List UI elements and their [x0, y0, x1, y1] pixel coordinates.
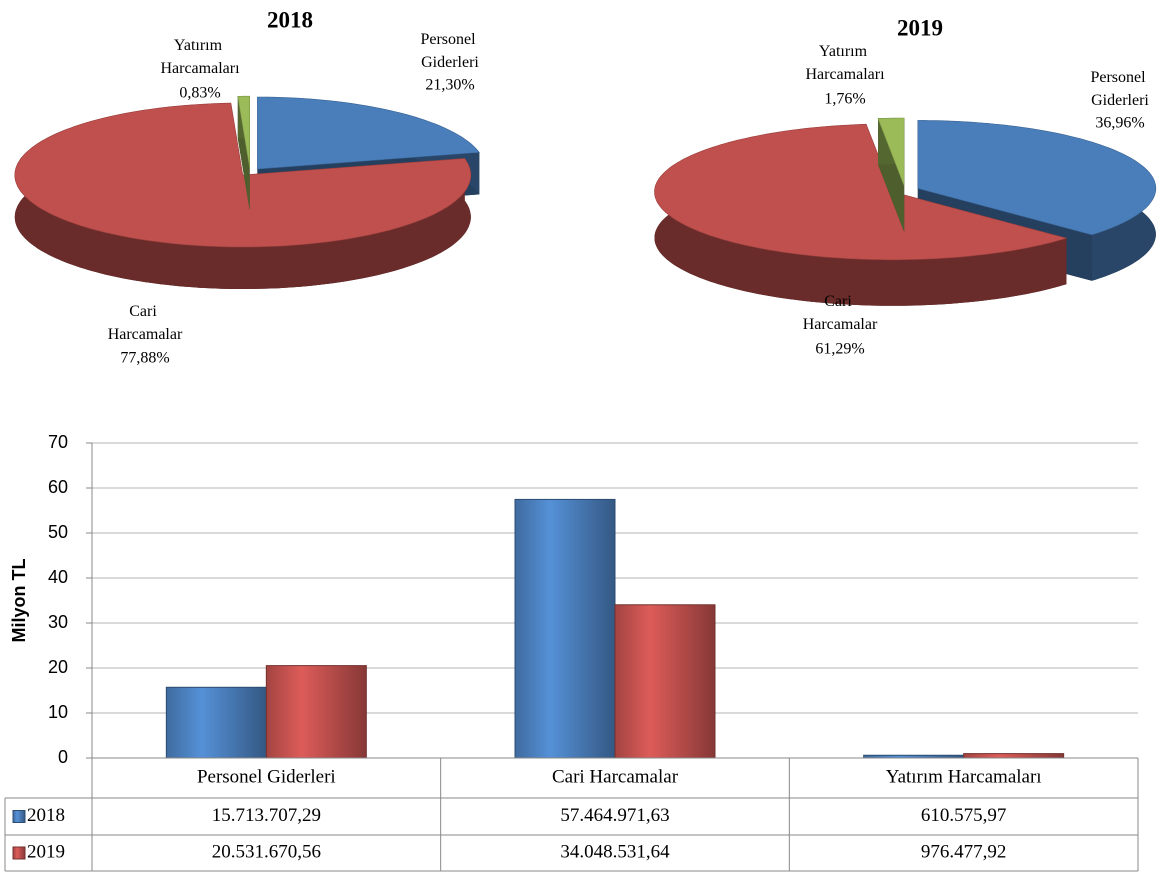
data-label: 976.477,92 — [921, 841, 1007, 862]
y-tick-label: 30 — [48, 612, 68, 632]
bar — [614, 604, 716, 759]
y-tick-label: 10 — [48, 702, 68, 722]
data-label: 610.575,97 — [921, 805, 1007, 826]
bar — [265, 665, 367, 759]
pie-label: Cari Harcamalar — [108, 303, 183, 343]
pie-title: 2018 — [267, 7, 313, 32]
pie-value-label: 61,29% — [815, 341, 864, 358]
bar — [963, 753, 1065, 759]
slice-top — [257, 96, 480, 170]
data-label: 57.464.971,63 — [560, 805, 669, 826]
pie-value-label: 0,83% — [179, 85, 220, 102]
pie-title: 2019 — [897, 15, 943, 40]
y-tick-label: 70 — [48, 432, 68, 452]
y-tick-label: 60 — [48, 477, 68, 497]
pie-slice — [14, 102, 472, 289]
data-label: 20.531.670,56 — [212, 841, 321, 862]
legend-key — [12, 810, 26, 823]
legend-label: 2018 — [27, 805, 65, 826]
legend-label: 2019 — [27, 841, 65, 862]
pie-label: Personel Giderleri — [1090, 69, 1149, 109]
y-tick-label: 20 — [48, 657, 68, 677]
slice-top — [237, 95, 250, 169]
pie-label: Cari Harcamalar — [803, 293, 878, 333]
data-label: 34.048.531,64 — [560, 841, 670, 862]
data-label: 15.713.707,29 — [212, 805, 321, 826]
pie-value-label: 1,76% — [824, 91, 865, 108]
pie-value-label: 21,30% — [425, 77, 474, 94]
pie-slice — [654, 123, 1068, 306]
pie-value-label: 36,96% — [1095, 115, 1144, 132]
pie-slice — [237, 95, 250, 211]
y-tick-label: 0 — [58, 747, 68, 767]
x-tick-label: Yatırım Harcamaları — [886, 766, 1042, 787]
legend-key — [12, 846, 26, 860]
bar — [514, 498, 616, 759]
pie-label: Yatırım Harcamaları — [805, 43, 885, 83]
bar — [165, 686, 267, 759]
x-tick-label: Cari Harcamalar — [552, 766, 679, 787]
slice-top — [917, 120, 1157, 236]
slice-top — [14, 102, 472, 248]
y-tick-label: 40 — [48, 567, 68, 587]
pie-slice — [877, 117, 905, 232]
x-tick-label: Personel Giderleri — [197, 766, 336, 787]
pie-value-label: 77,88% — [120, 350, 169, 367]
pie-label: Yatırım Harcamaları — [160, 37, 240, 77]
y-axis-title: Milyon TL — [9, 559, 29, 643]
slice-top — [654, 123, 1068, 261]
slice-top — [877, 117, 905, 187]
pie-label: Personel Giderleri — [420, 31, 479, 71]
y-tick-label: 50 — [48, 522, 68, 542]
